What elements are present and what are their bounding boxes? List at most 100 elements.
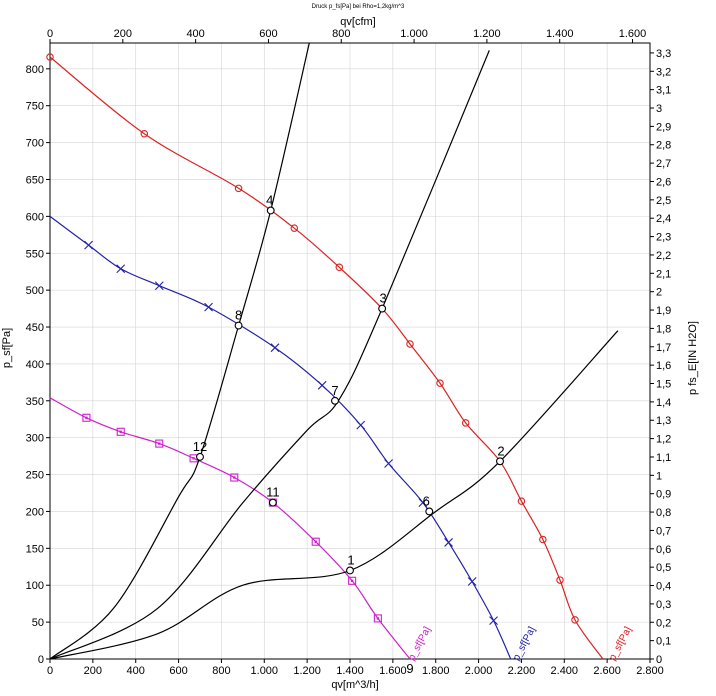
- x-bottom-tick-label: 600: [169, 665, 187, 677]
- y-right-tick-label: 0,4: [656, 581, 671, 593]
- circle-marker: [406, 340, 414, 348]
- x-marker: [418, 498, 428, 507]
- circle-marker: [436, 379, 444, 387]
- y-right-tick-label: 2,3: [656, 232, 671, 244]
- operating-point-marker: [268, 498, 277, 507]
- y-right-tick-label: 1,2: [656, 434, 671, 446]
- x-bottom-tick-label: 400: [127, 665, 145, 677]
- y-left-tick-label: 650: [26, 174, 44, 186]
- square-marker-dot: [192, 457, 195, 460]
- y-right-tick-label: 2,9: [656, 121, 671, 133]
- x-bottom-tick-label: 1.600: [379, 665, 407, 677]
- fan-curve-blue: [49, 215, 512, 660]
- y-right-tick-label: 0,6: [656, 544, 671, 556]
- square-marker-dot: [233, 476, 236, 479]
- x-bottom-tick-label: 2.800: [636, 665, 664, 677]
- y-left-tick-label: 100: [26, 580, 44, 592]
- y-right-tick-label: 0: [656, 654, 662, 666]
- x-marker: [384, 459, 393, 468]
- circle-marker: [46, 53, 54, 61]
- square-marker: [155, 439, 164, 448]
- y-right-tick-label: 1,5: [656, 379, 671, 391]
- x-bottom-axis-title: qv[m^3/h]: [331, 679, 378, 691]
- y-right-tick-label: 3: [656, 103, 662, 115]
- x-marker: [116, 264, 126, 274]
- y-right-axis-title: p fs_E[IN H2O]: [687, 321, 699, 395]
- circle-marker: [140, 129, 149, 138]
- circle-marker: [556, 576, 564, 584]
- operating-point-label: 2: [497, 443, 504, 458]
- square-marker: [230, 473, 239, 482]
- y-left-tick-label: 750: [26, 101, 44, 113]
- x-bottom-tick-label: 2.000: [465, 665, 493, 677]
- x-marker: [489, 616, 498, 626]
- y-right-tick-label: 3,3: [656, 48, 671, 60]
- y-left-tick-label: 50: [32, 617, 44, 629]
- square-marker: [82, 413, 91, 422]
- square-marker: [373, 614, 382, 623]
- y-left-tick-label: 200: [26, 506, 44, 518]
- y-left-tick-label: 250: [26, 470, 44, 482]
- circle-marker: [234, 184, 243, 193]
- x-top-tick-label: 200: [114, 28, 132, 40]
- x-bottom-tick-label: 2.400: [551, 665, 579, 677]
- y-right-tick-label: 3,2: [656, 66, 671, 78]
- operating-point-marker: [496, 457, 504, 466]
- square-marker-dot: [350, 579, 354, 583]
- curve-layer: [49, 42, 619, 660]
- x-top-axis-title: qv[cfm]: [340, 16, 375, 28]
- x-top-tick-label: 600: [259, 28, 277, 40]
- y-right-tick-label: 0,3: [656, 599, 671, 611]
- y-right-tick-label: 2,4: [656, 213, 671, 225]
- x-top-tick-label: 800: [332, 28, 350, 40]
- operating-point-marker: [425, 507, 434, 516]
- circle-marker: [517, 497, 526, 505]
- y-right-tick-label: 2: [656, 287, 662, 299]
- y-right-tick-label: 0,5: [656, 562, 671, 574]
- x-marker: [317, 380, 327, 390]
- y-right-tick-label: 2,5: [656, 195, 671, 207]
- y-right-tick-label: 0,7: [656, 525, 671, 537]
- x-bottom-tick-label: 200: [84, 665, 102, 677]
- y-left-tick-label: 450: [26, 322, 44, 334]
- square-marker-dot: [314, 540, 317, 543]
- x-top-tick-label: 1.200: [473, 28, 501, 40]
- x-marker: [356, 420, 366, 430]
- y-left-tick-label: 800: [26, 64, 44, 76]
- operating-point-label: 12: [193, 439, 207, 454]
- y-right-tick-label: 1: [656, 470, 662, 482]
- square-marker: [116, 427, 125, 436]
- square-marker-dot: [119, 430, 122, 433]
- square-marker-dot: [158, 442, 161, 445]
- operating-point-marker: [266, 206, 275, 215]
- y-right-tick-label: 1,6: [656, 360, 671, 372]
- y-right-tick-label: 2,7: [656, 158, 671, 170]
- y-right-tick-label: 2,8: [656, 140, 671, 152]
- operating-point-label: 1: [347, 552, 354, 567]
- operating-point-label: 8: [235, 308, 242, 323]
- operating-point-marker: [346, 566, 354, 575]
- square-marker-dot: [85, 416, 88, 419]
- operating-point-marker: [378, 304, 387, 313]
- y-right-tick-label: 2,2: [656, 250, 671, 262]
- x-bottom-tick-label: 800: [212, 665, 230, 677]
- y-right-tick-label: 2,6: [656, 176, 671, 188]
- x-bottom-tick-label: 2.200: [508, 665, 536, 677]
- y-right-tick-label: 0,8: [656, 507, 671, 519]
- circle-marker: [539, 535, 547, 544]
- x-bottom-tick-label: 2.600: [593, 665, 621, 677]
- y-left-tick-label: 350: [26, 396, 44, 408]
- y-right-tick-label: 0,2: [656, 617, 671, 629]
- system-curve-mid: [49, 50, 490, 660]
- operating-point-label: 9: [406, 661, 413, 676]
- circle-marker: [461, 419, 470, 427]
- y-right-tick-label: 3,1: [656, 85, 671, 97]
- chart-title: Druck p_fs[Pa] bei Rho=1,2kg/m^3: [312, 4, 405, 10]
- y-left-tick-label: 300: [26, 433, 44, 445]
- operating-point-label: 7: [331, 383, 338, 398]
- y-left-tick-label: 150: [26, 543, 44, 555]
- x-bottom-tick-label: 1.000: [251, 665, 279, 677]
- x-marker: [444, 538, 453, 547]
- y-left-tick-label: 400: [26, 359, 44, 371]
- x-bottom-tick-label: 1.200: [293, 665, 321, 677]
